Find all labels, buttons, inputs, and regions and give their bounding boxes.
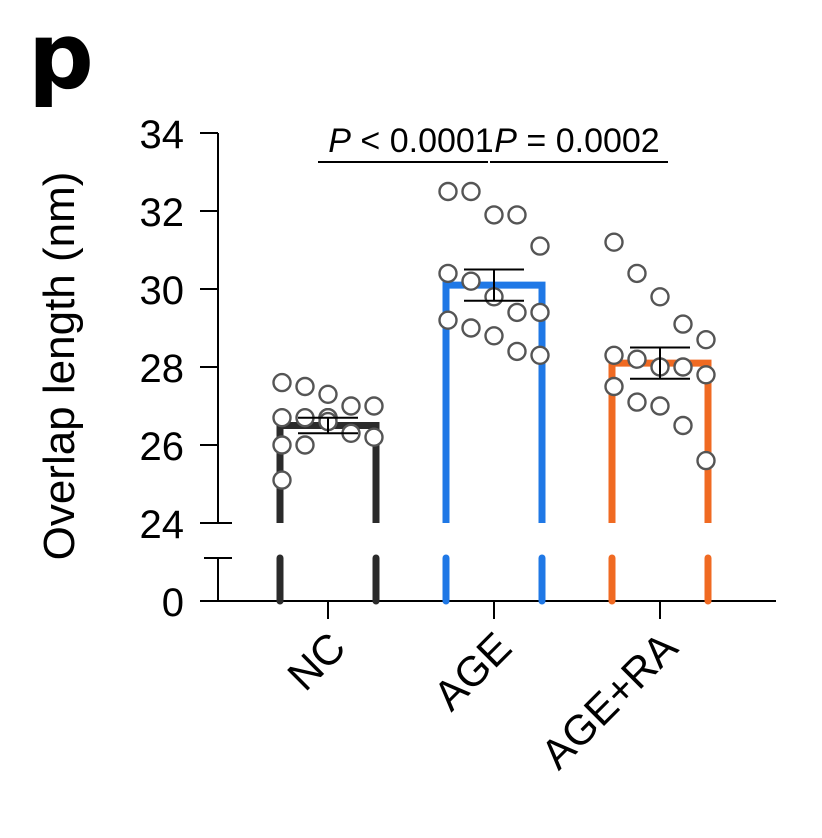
data-point <box>272 435 292 455</box>
p-value: < 0.0001 <box>351 122 494 160</box>
y-tick-label: 26 <box>140 425 185 469</box>
data-point <box>650 287 670 307</box>
y-tick-label: 34 <box>140 113 185 157</box>
data-point <box>673 415 693 436</box>
data-point <box>461 271 481 291</box>
data-point <box>318 384 338 404</box>
data-point <box>604 345 624 365</box>
y-tick-label: 32 <box>140 191 185 235</box>
y-tick-label: 0 <box>162 581 184 625</box>
x-tick-label: AGE+RA <box>532 623 687 778</box>
y-tick-label: 30 <box>140 269 185 313</box>
data-point <box>507 205 527 225</box>
data-point <box>484 205 504 225</box>
data-point <box>604 232 624 252</box>
error-bars <box>298 268 690 435</box>
data-point <box>650 396 670 416</box>
data-point <box>507 302 527 323</box>
data-point <box>272 372 292 393</box>
p-value: = 0.0002 <box>517 122 660 160</box>
data-points <box>272 181 716 490</box>
data-point <box>673 357 693 377</box>
data-point <box>696 330 716 350</box>
bar-age <box>442 281 546 523</box>
data-point <box>272 470 292 490</box>
p-symbol: P <box>494 122 517 160</box>
axes: 24 26 28 30 32 34 0 <box>140 113 776 625</box>
significance-annotations: P < 0.0001 P = 0.0002 <box>318 122 668 163</box>
data-point <box>461 181 481 202</box>
data-point <box>627 263 647 284</box>
x-tick-label: AGE <box>424 623 520 719</box>
data-point <box>604 376 624 397</box>
y-axis-label: Overlap length (nm) <box>35 172 84 561</box>
data-point <box>627 349 647 369</box>
bar-age-ra <box>608 359 712 523</box>
x-tick-labels: NC AGE AGE+RA <box>278 623 686 778</box>
data-point <box>295 376 315 397</box>
y-tick-label: 24 <box>140 503 185 547</box>
data-point <box>364 396 384 416</box>
data-point <box>696 450 716 471</box>
data-point <box>341 396 361 416</box>
data-point <box>530 345 550 365</box>
x-tick-label: NC <box>278 623 354 699</box>
data-point <box>530 302 550 323</box>
data-point <box>507 341 527 362</box>
data-point <box>438 181 458 202</box>
y-tick-label: 28 <box>140 347 185 391</box>
data-point <box>696 365 716 385</box>
p-value-label: P < 0.0001 <box>328 122 493 160</box>
data-point <box>438 263 458 284</box>
data-point <box>627 392 647 412</box>
panel-label: p <box>28 3 94 110</box>
p-symbol: P <box>328 122 351 160</box>
data-point <box>295 435 315 455</box>
data-point <box>272 408 292 428</box>
bar-nc <box>276 422 380 523</box>
p-value-label: P = 0.0002 <box>494 122 659 160</box>
data-point <box>438 310 458 330</box>
data-point <box>484 326 504 346</box>
data-point <box>461 318 481 338</box>
data-point <box>673 314 693 334</box>
data-point <box>364 427 384 447</box>
data-point <box>530 236 550 256</box>
